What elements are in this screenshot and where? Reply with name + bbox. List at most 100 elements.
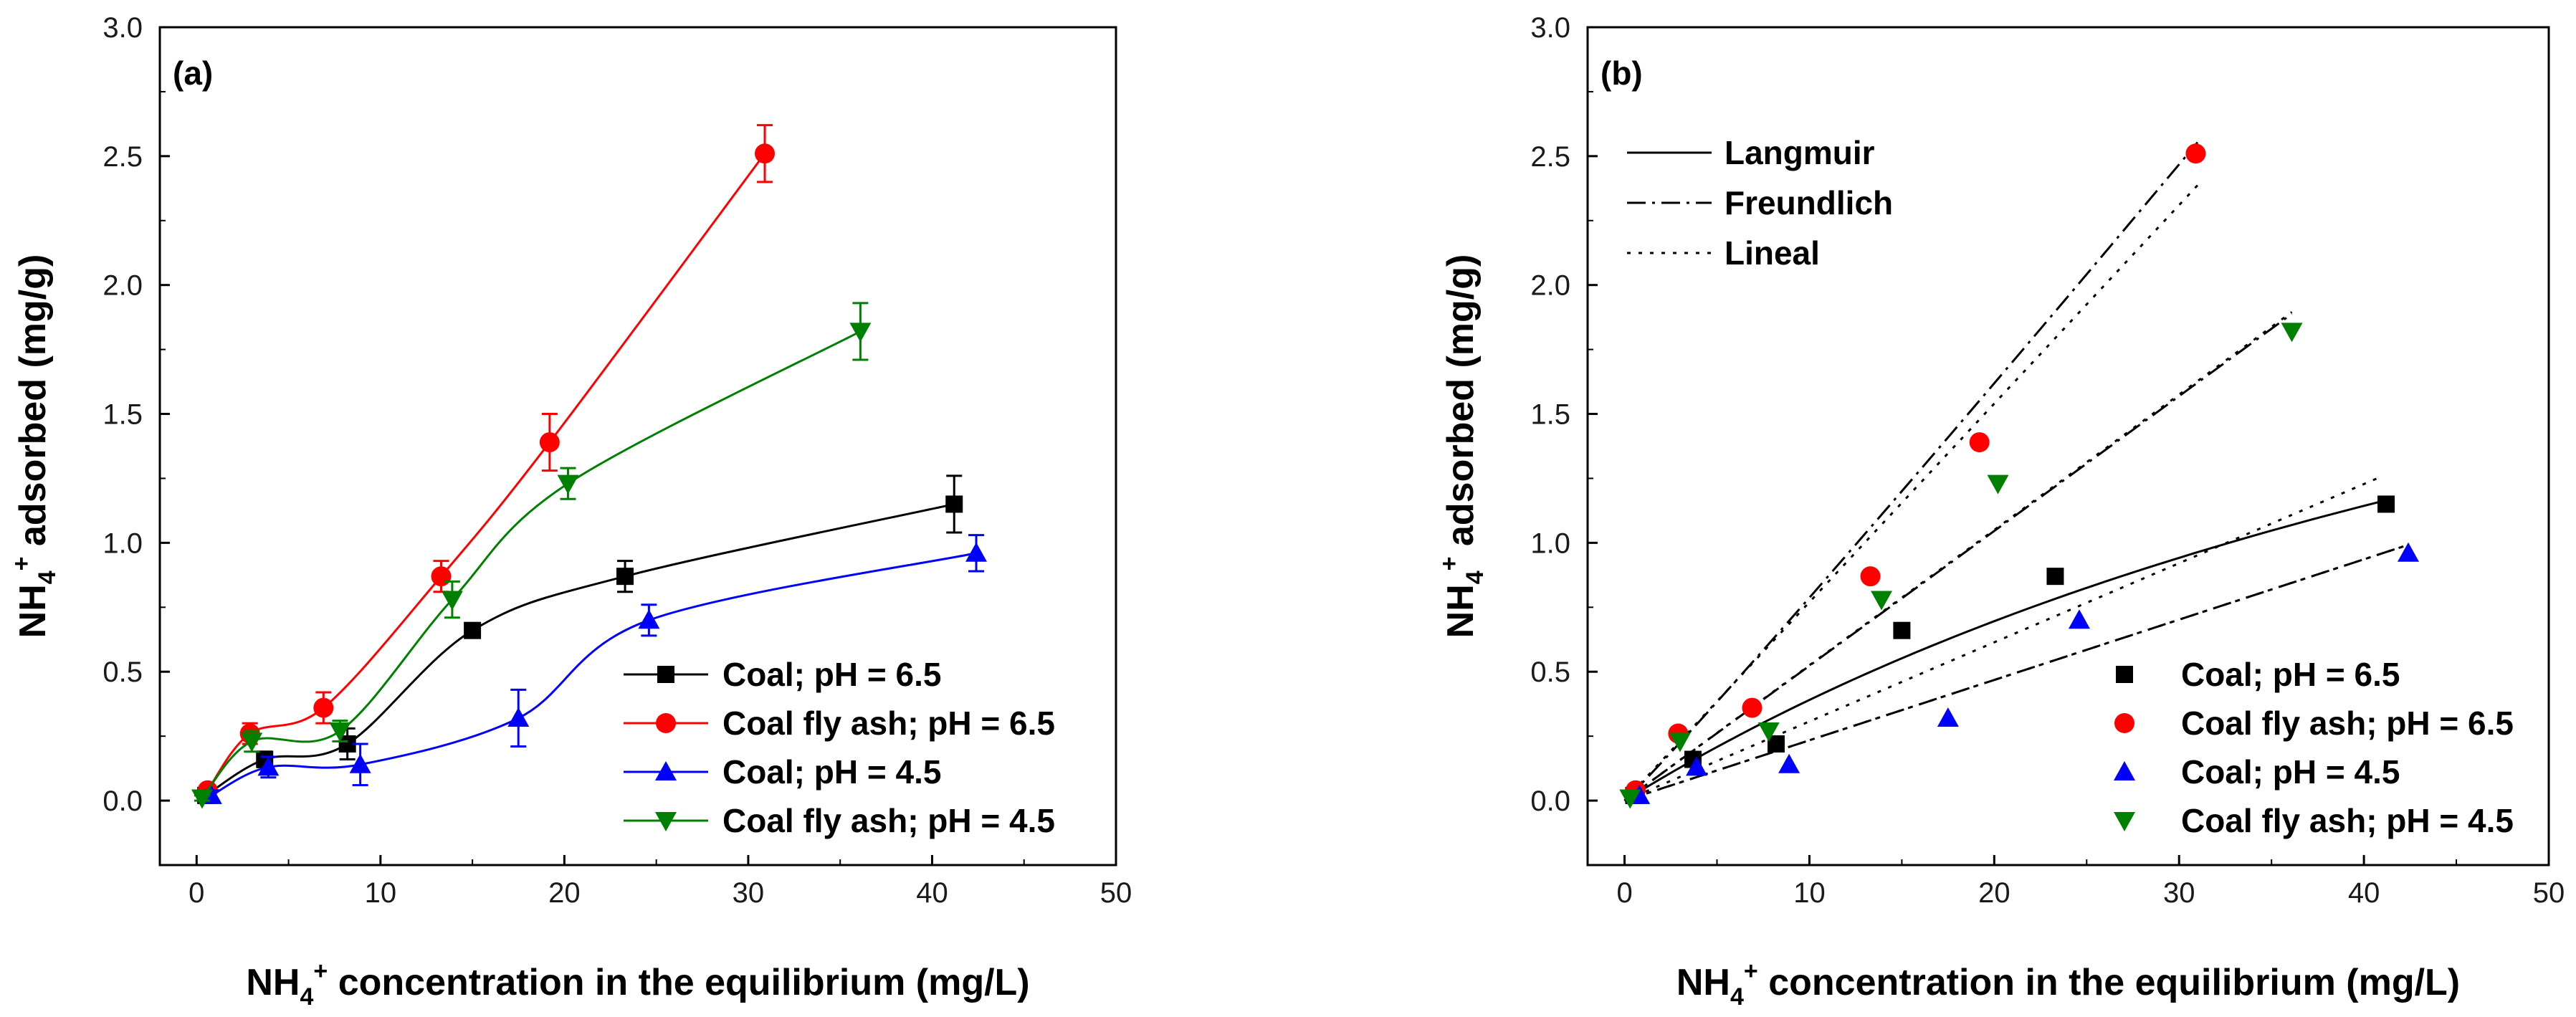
- axis-label-rest: adsorbed (mg/g): [12, 254, 54, 557]
- fit-line-freundlich-coal-fly-ash-ph-6-5: [1623, 141, 2199, 802]
- y-tick-label: 3.0: [102, 12, 143, 44]
- data-point: [1778, 753, 1800, 773]
- data-point: [1686, 756, 1708, 776]
- legend-item-coal-ph-4-5: Coal; pH = 4.5: [624, 753, 941, 791]
- x-tick-label: 10: [1793, 877, 1826, 909]
- data-point: [1860, 566, 1881, 587]
- data-point: [1757, 722, 1780, 742]
- x-tick-label: 20: [1978, 877, 2010, 909]
- axis-label-main: NH: [1440, 584, 1482, 638]
- data-point: [2046, 568, 2064, 586]
- legend-item-coal-fly-ash-ph-4-5: Coal fly ash; pH = 4.5: [2114, 802, 2514, 839]
- y-tick-label: 2.5: [1530, 141, 1570, 173]
- legend-item-coal-fly-ash-ph-6-5: Coal fly ash; pH = 6.5: [2114, 705, 2514, 742]
- fit-line-lineal-coal-ph-6-5: [1623, 476, 2381, 802]
- data-point: [755, 143, 776, 164]
- data-point: [1969, 432, 1990, 453]
- axis-label-superscript: +: [313, 958, 328, 985]
- x-tick-label: 40: [916, 877, 948, 909]
- data-point: [557, 474, 579, 495]
- panel-label: (a): [173, 54, 213, 92]
- fit-line-lineal-coal-fly-ash-ph-6-5: [1623, 184, 2199, 802]
- axis-label-subscript: 4: [1730, 983, 1744, 1011]
- data-point: [1893, 621, 1911, 639]
- axis-label-subscript: 4: [34, 570, 61, 584]
- y-tick-label: 2.0: [102, 270, 143, 302]
- model-legend-label: Langmuir: [1725, 134, 1875, 171]
- axis-label-main: NH: [1676, 962, 1730, 1003]
- data-point: [349, 753, 371, 773]
- y-tick-label: 1.5: [102, 399, 143, 431]
- data-point: [241, 732, 263, 753]
- data-point: [849, 323, 872, 343]
- legend-marker: [656, 713, 676, 733]
- legend-label: Coal; pH = 6.5: [2181, 656, 2400, 693]
- data-point: [1987, 474, 2009, 495]
- legend: Coal; pH = 6.5 Coal fly ash; pH = 6.5 Coal…: [624, 656, 1055, 839]
- series-coal-fly-ash-ph-6-5: [197, 124, 776, 801]
- plot-frame: [158, 26, 1117, 866]
- x-tick-label: 30: [733, 877, 765, 909]
- y-tick-label: 1.5: [1530, 399, 1570, 431]
- data-point: [191, 789, 214, 809]
- data-point: [1669, 732, 1691, 753]
- data-point: [329, 722, 351, 742]
- legend-label: Coal; pH = 4.5: [2181, 753, 2400, 791]
- x-axis-title: NH4+ concentration in the equilibrium (m…: [1676, 958, 2460, 1011]
- legend-label: Coal; pH = 6.5: [722, 656, 941, 693]
- legend-item-coal-ph-4-5: Coal; pH = 4.5: [2114, 753, 2400, 791]
- data-point: [1937, 707, 1959, 727]
- legend-marker: [655, 761, 677, 780]
- data-point: [313, 697, 334, 718]
- fit-line-lineal-coal-fly-ash-ph-4-5: [1623, 311, 2293, 802]
- axis-label-rest: concentration in the equilibrium (mg/L): [328, 962, 1029, 1003]
- axis-label-superscript: +: [1744, 958, 1758, 985]
- data-point: [257, 756, 280, 776]
- data-point: [945, 495, 963, 513]
- legend-marker: [2114, 761, 2135, 780]
- legend-label: Coal fly ash; pH = 6.5: [722, 705, 1055, 742]
- x-tick-label: 0: [1616, 877, 1632, 909]
- legend-marker: [2114, 713, 2134, 733]
- model-legend-label: Freundlich: [1725, 184, 1893, 221]
- data-point: [2377, 495, 2395, 513]
- x-tick-label: 40: [2348, 877, 2380, 909]
- data-point: [1871, 591, 1893, 611]
- legend-label: Coal fly ash; pH = 4.5: [2181, 802, 2514, 839]
- data-point: [539, 432, 560, 453]
- y-axis-title: NH4+ adsorbed (mg/g): [1436, 254, 1489, 639]
- series-line: [206, 153, 766, 791]
- legend-marker: [2116, 666, 2133, 683]
- y-tick-label: 0.0: [1530, 786, 1570, 817]
- x-tick-label: 20: [548, 877, 581, 909]
- axis-label-rest: adsorbed (mg/g): [1440, 254, 1482, 557]
- data-point: [2398, 542, 2420, 562]
- legend-item-coal-fly-ash-ph-6-5: Coal fly ash; pH = 6.5: [624, 705, 1055, 742]
- x-tick-label: 50: [2533, 877, 2565, 909]
- plot-frame: [1586, 26, 2550, 866]
- axis-label-subscript: 4: [300, 983, 313, 1011]
- series-coal-fly-ash-ph-4-5: [191, 302, 872, 809]
- y-tick-label: 3.0: [1530, 12, 1570, 44]
- data-point: [1619, 789, 1641, 809]
- series-line: [205, 502, 955, 797]
- legend: Coal; pH = 6.5 Coal fly ash; pH = 6.5 Coal…: [2114, 656, 2514, 839]
- y-tick-label: 0.5: [102, 656, 143, 688]
- axis-label-rest: concentration in the equilibrium (mg/L): [1758, 962, 2460, 1003]
- legend-marker: [657, 666, 674, 683]
- legend-item-coal-fly-ash-ph-4-5: Coal fly ash; pH = 4.5: [624, 802, 1055, 839]
- series-coal-fly-ash-ph-6-5: [1626, 143, 2206, 801]
- legend-item-coal-ph-6-5: Coal; pH = 6.5: [2116, 656, 2400, 693]
- model-legend-item-freundlich: Freundlich: [1627, 184, 1893, 221]
- axis-label-superscript: +: [1436, 556, 1463, 570]
- legend-label: Coal fly ash; pH = 4.5: [722, 802, 1055, 839]
- y-tick-label: 0.0: [102, 786, 143, 817]
- x-tick-label: 50: [1100, 877, 1132, 909]
- axis-label-main: NH: [12, 584, 54, 638]
- y-tick-label: 0.5: [1530, 656, 1570, 688]
- data-point: [2185, 143, 2206, 164]
- x-tick-label: 30: [2163, 877, 2195, 909]
- data-point: [2281, 323, 2303, 343]
- x-tick-label: 10: [365, 877, 397, 909]
